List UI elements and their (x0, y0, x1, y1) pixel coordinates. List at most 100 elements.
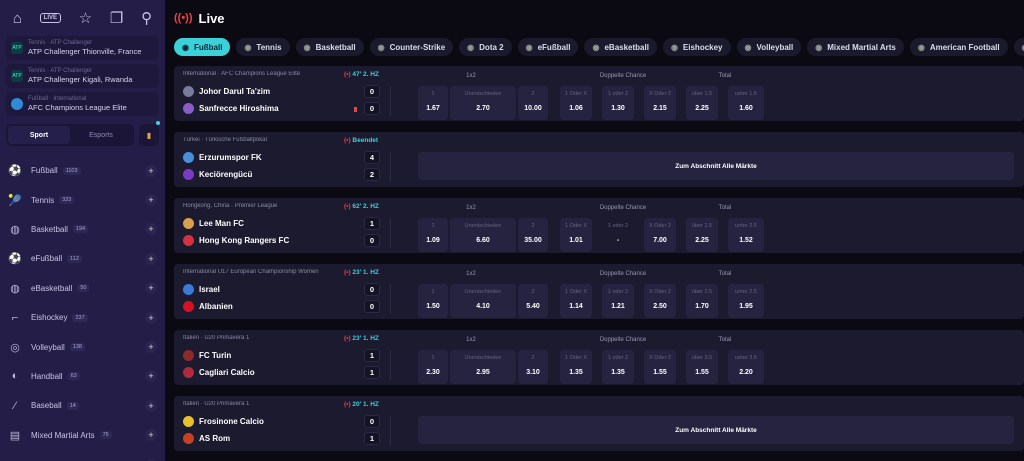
tab-sport[interactable]: ◉ Dota 2 (459, 38, 512, 56)
team-away[interactable]: Keciörengücü (183, 169, 252, 180)
sidebar-item-sport[interactable]: ⁄ Baseball 14 + (0, 391, 165, 420)
expand-plus-icon[interactable]: + (145, 429, 157, 442)
odds-button[interactable]: 1 1.09 (418, 218, 448, 252)
odds-button[interactable]: 1 oder 2 1.35 (602, 350, 634, 384)
tab-sport[interactable]: ◉ Eishockey (662, 38, 731, 56)
home-icon[interactable]: ⌂ (12, 9, 22, 27)
betslip-icon[interactable]: ❐ (109, 10, 124, 27)
favorite-item[interactable]: ATP Tennis · ATP Challenger ATP Challenger… (6, 36, 159, 60)
expand-plus-icon[interactable]: + (145, 370, 157, 383)
league-name[interactable]: International · AFC Champions League Eli… (183, 71, 301, 77)
tab-sport[interactable]: ◉ eBasketball (584, 38, 657, 56)
tab-sport[interactable]: ◉ eFußball (517, 38, 579, 56)
odds-button[interactable]: unter 2.5 1.95 (728, 284, 764, 318)
expand-plus-icon[interactable]: + (145, 399, 157, 412)
odds-button[interactable]: X Oder 2 2.50 (644, 284, 676, 318)
divider (390, 350, 391, 380)
odds-button[interactable]: über 2.5 1.70 (686, 284, 718, 318)
odds-button[interactable]: 2 10.00 (518, 86, 548, 120)
league-name[interactable]: Italien · U20 Primavera 1 (183, 401, 250, 407)
odds-button[interactable]: X Oder 2 1.55 (644, 350, 676, 384)
odds-button[interactable]: über 3.5 1.55 (686, 350, 718, 384)
team-home[interactable]: Israel (183, 284, 220, 295)
odds-button[interactable]: X Oder 2 7.00 (644, 218, 676, 252)
stats-icon[interactable]: ▮ (139, 121, 160, 146)
odds-button[interactable]: X Oder 2 2.15 (644, 86, 676, 120)
league-name[interactable]: Italien · U20 Primavera 1 (183, 335, 250, 341)
live-icon[interactable]: LIVE (39, 13, 61, 23)
odds-button[interactable]: 1 oder 2 1.30 (602, 86, 634, 120)
expand-plus-icon[interactable]: + (145, 194, 157, 207)
team-home[interactable]: Frosinone Calcio (183, 416, 264, 427)
odds-button[interactable]: unter 1.5 1.60 (728, 86, 764, 120)
tab-sport[interactable]: ◉ American Football (909, 38, 1008, 56)
team-home[interactable]: Erzurumspor FK (183, 152, 262, 163)
expand-plus-icon[interactable]: + (145, 223, 157, 236)
league-name[interactable]: Türkei · Türkische Fußballpokal (183, 137, 267, 143)
odds-button[interactable]: unter 2.5 1.52 (728, 218, 764, 252)
odds-button[interactable]: 1 2.30 (418, 350, 448, 384)
sidebar-item-sport[interactable]: ▤ Mixed Martial Arts 75 + (0, 421, 165, 450)
sidebar-item-sport[interactable]: ⚽ Fußball 1103 + (0, 156, 165, 185)
sidebar-item-sport[interactable]: ◎ Volleyball 138 + (0, 332, 165, 361)
tab-sport[interactable]: ◉ Volleyball (736, 38, 802, 56)
team-home[interactable]: Johor Darul Ta'zim (183, 86, 270, 97)
odds-button[interactable]: 1 Oder X 1.35 (560, 350, 592, 384)
odds-button[interactable]: 1 1.50 (418, 284, 448, 318)
expand-plus-icon[interactable]: + (145, 282, 157, 295)
team-home[interactable]: FC Turin (183, 350, 231, 361)
odds-button[interactable]: Unentschieden 6.60 (450, 218, 516, 252)
expand-plus-icon[interactable]: + (145, 458, 157, 461)
sidebar-item-sport[interactable]: ◍ eBasketball 50 + (0, 274, 165, 303)
sidebar-item-sport[interactable]: ⌐ Eishockey 237 + (0, 303, 165, 332)
odds-button: 1 oder 2 - (602, 218, 634, 252)
team-away[interactable]: AS Rom (183, 433, 230, 444)
odds-button[interactable]: 1 1.67 (418, 86, 448, 120)
odds-button[interactable]: Unentschieden 2.95 (450, 350, 516, 384)
odds-button[interactable]: über 1.5 2.25 (686, 86, 718, 120)
tab-sport[interactable]: ◉ Fußball (174, 38, 231, 56)
search-icon[interactable]: ⚲ (141, 10, 153, 27)
league-name[interactable]: Hongkong, China · Premier League (183, 203, 278, 209)
tab-sport[interactable]: ◉ Counter-Strike (369, 38, 454, 56)
score-home: 1 (364, 349, 380, 362)
sidebar-item-sport[interactable]: ◔American Football30+ (0, 450, 165, 461)
odds-button[interactable]: 1 Oder X 1.01 (560, 218, 592, 252)
team-away[interactable]: Hong Kong Rangers FC (183, 235, 289, 246)
team-away[interactable]: Albanien (183, 301, 233, 312)
tab-sport[interactable]: ◉ Mixed Martial Arts (807, 38, 904, 56)
favorite-item[interactable]: Fußball · International AFC Champions Lea… (6, 92, 159, 116)
tab-sport[interactable]: ◉ Tennis (236, 38, 290, 56)
all-markets-button[interactable]: Zum Abschnitt Alle Märkte (418, 416, 1014, 444)
expand-plus-icon[interactable]: + (145, 164, 157, 177)
expand-plus-icon[interactable]: + (145, 252, 157, 265)
sidebar-item-sport[interactable]: ⚽ eFußball 112 + (0, 244, 165, 273)
odds-button[interactable]: Unentschieden 4.10 (450, 284, 516, 318)
odds-button[interactable]: 1 Oder X 1.14 (560, 284, 592, 318)
odds-button[interactable]: 1 oder 2 1.21 (602, 284, 634, 318)
odds-button[interactable]: unter 3.5 2.20 (728, 350, 764, 384)
segment-esports[interactable]: Esports (89, 131, 113, 139)
segment-sport[interactable]: Sport (8, 126, 70, 144)
odds-button[interactable]: 1 Oder X 1.06 (560, 86, 592, 120)
odds-button[interactable]: 2 3.10 (518, 350, 548, 384)
odds-button[interactable]: 2 35.00 (518, 218, 548, 252)
all-markets-button[interactable]: Zum Abschnitt Alle Märkte (418, 152, 1014, 180)
sidebar-item-sport[interactable]: ◐ Handball 63 + (0, 362, 165, 391)
team-away[interactable]: Cagliari Calcio (183, 367, 255, 378)
league-name[interactable]: International U17 European Championship … (183, 269, 319, 275)
sidebar-item-sport[interactable]: 🎾 Tennis 333 + (0, 185, 165, 214)
odds-button[interactable]: Unentschieden 2.70 (450, 86, 516, 120)
expand-plus-icon[interactable]: + (145, 311, 157, 324)
odds-button[interactable]: 2 5.40 (518, 284, 548, 318)
star-icon[interactable]: ☆ (78, 10, 93, 27)
odds-button[interactable]: über 2.5 2.25 (686, 218, 718, 252)
sidebar-item-sport[interactable]: ◍ Basketball 194 + (0, 215, 165, 244)
team-home[interactable]: Lee Man FC (183, 218, 244, 229)
team-name: Keciörengücü (199, 170, 253, 179)
team-away[interactable]: Sanfrecce Hiroshima (183, 103, 279, 114)
expand-plus-icon[interactable]: + (145, 341, 157, 354)
tab-sport[interactable]: ◉ Basketball (295, 38, 364, 56)
favorite-item[interactable]: ATP Tennis · ATP Challenger ATP Challenger… (6, 64, 159, 88)
tab-sport[interactable]: ◉Cricket (1013, 38, 1024, 56)
